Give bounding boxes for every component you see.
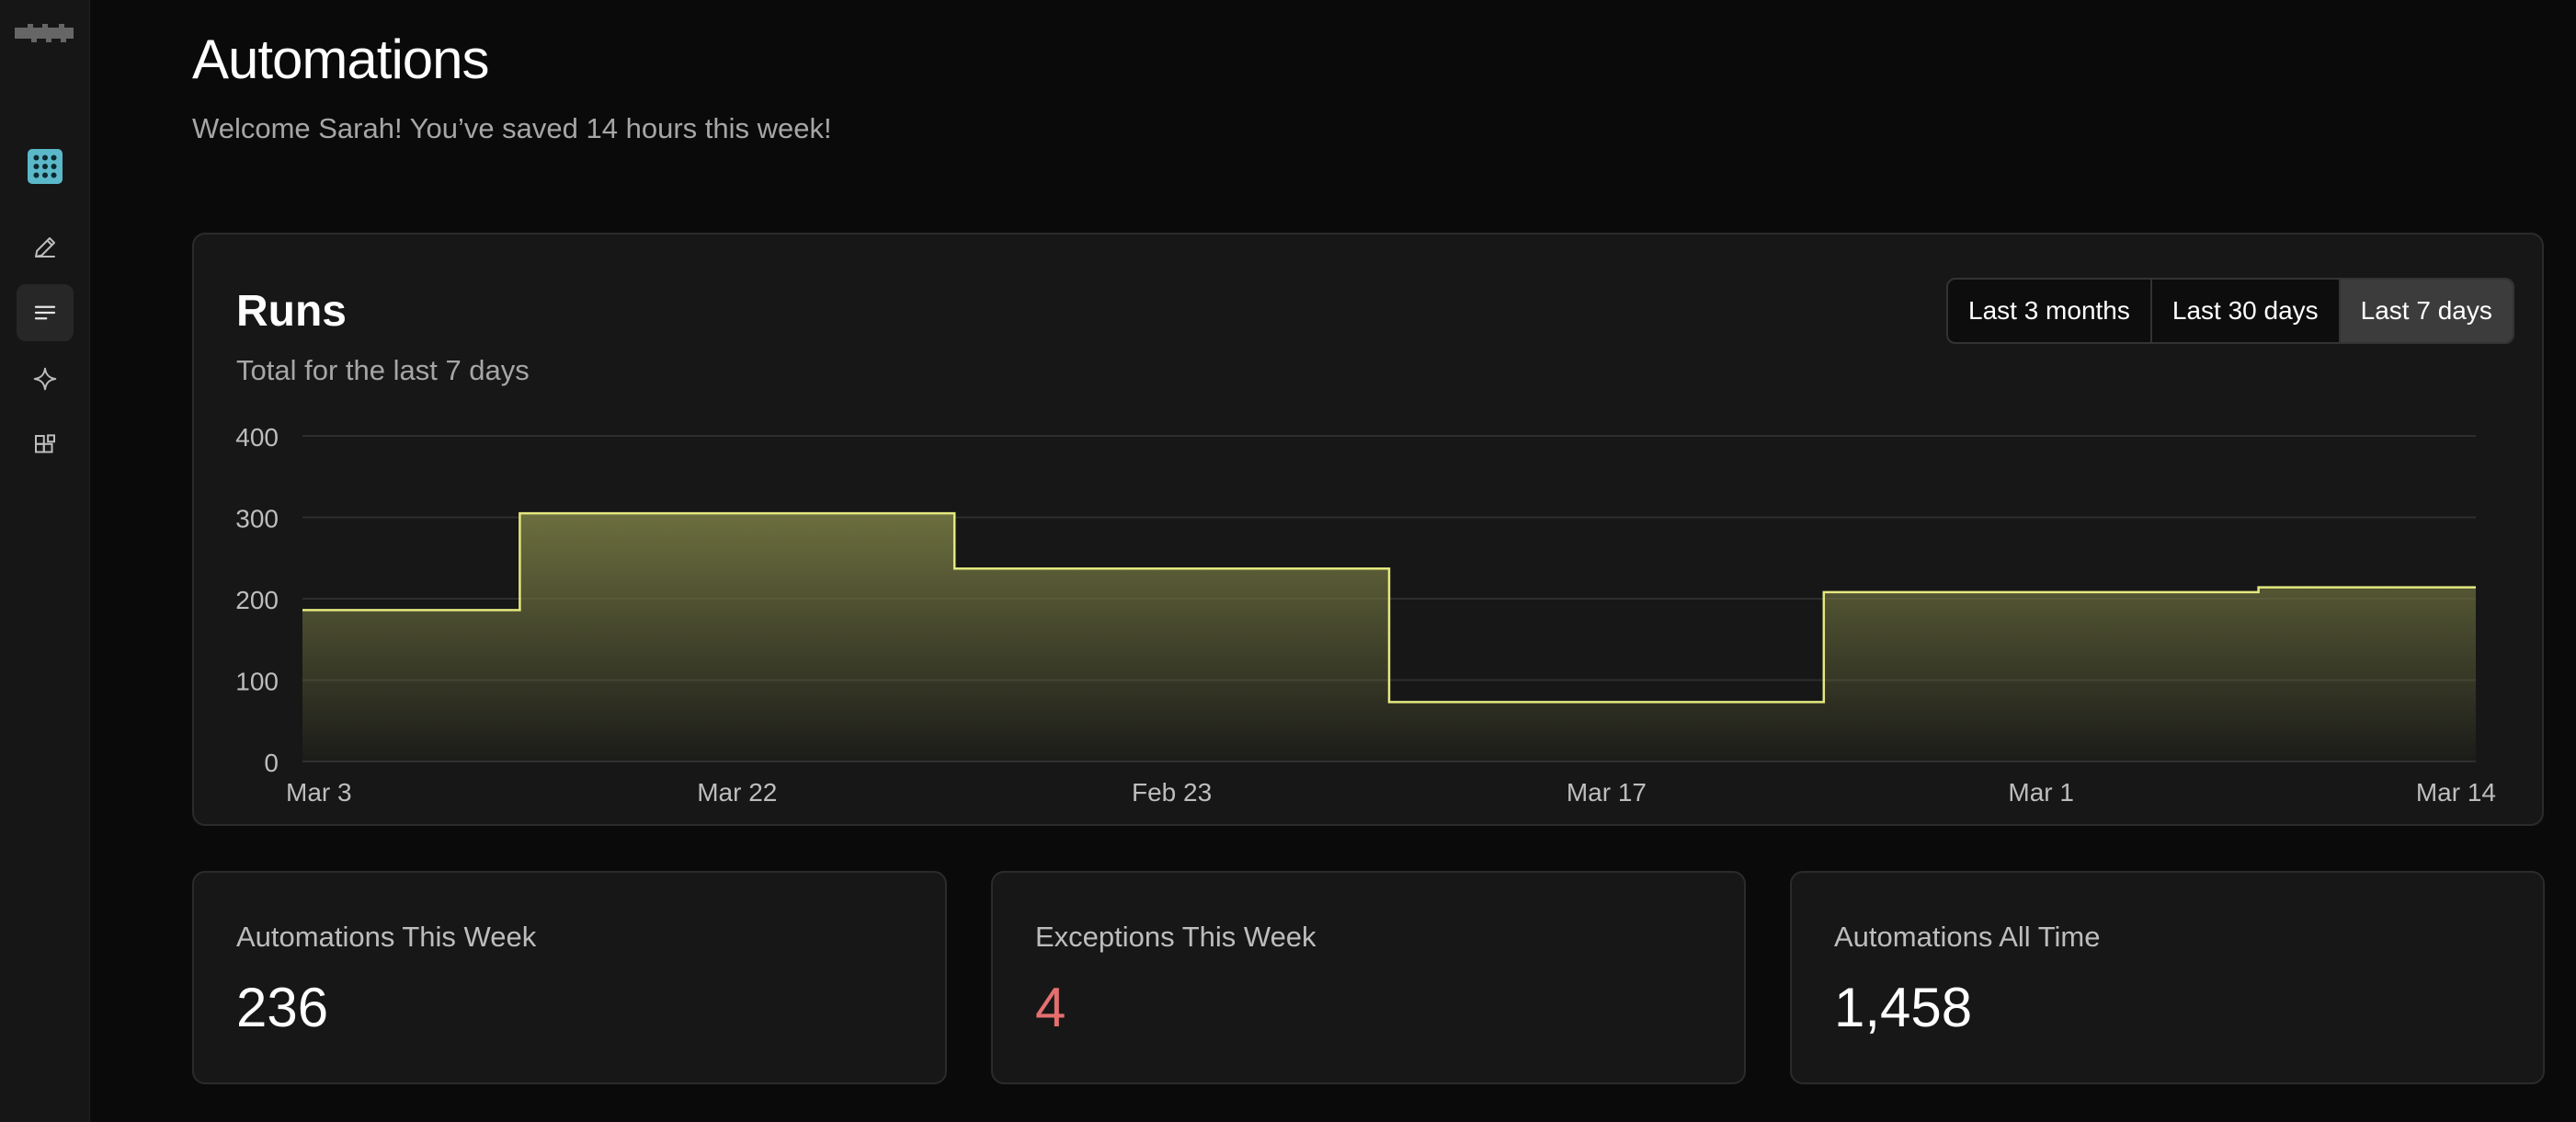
runs-step-segment[interactable] — [2259, 588, 2476, 761]
y-tick-label: 0 — [264, 749, 279, 777]
stat-card-automations-week: Automations This Week 236 — [192, 871, 947, 1084]
runs-step-segment[interactable] — [954, 568, 1389, 761]
x-tick-label: Mar 14 — [2416, 778, 2496, 807]
date-range-toggle: Last 3 months Last 30 days Last 7 days — [1946, 278, 2514, 344]
apps-grid-icon — [28, 149, 63, 184]
pencil-icon — [35, 237, 55, 258]
y-tick-label: 100 — [235, 668, 279, 696]
logo-mark-icon — [15, 24, 74, 42]
range-last-3-months-button[interactable]: Last 3 months — [1948, 280, 2152, 342]
welcome-message: Welcome Sarah! You’ve saved 14 hours thi… — [192, 112, 832, 144]
x-tick-label: Mar 22 — [697, 778, 777, 807]
y-tick-label: 300 — [235, 505, 279, 533]
sidebar-item-apps[interactable] — [17, 138, 74, 195]
y-tick-label: 200 — [235, 586, 279, 614]
runs-step-segment[interactable] — [302, 610, 519, 761]
chart-title: Runs — [236, 287, 347, 336]
range-last-7-days-button[interactable]: Last 7 days — [2340, 280, 2513, 342]
x-tick-label: Mar 1 — [2008, 778, 2074, 807]
runs-step-segment[interactable] — [1389, 702, 1824, 761]
sidebar-item-list[interactable] — [17, 284, 74, 341]
sidebar-item-edit[interactable] — [17, 219, 74, 276]
page-title: Automations — [192, 29, 490, 90]
stat-label: Exceptions This Week — [1035, 921, 1316, 953]
x-tick-label: Feb 23 — [1132, 778, 1212, 807]
stat-label: Automations This Week — [236, 921, 537, 953]
stat-card-automations-all-time: Automations All Time 1,458 — [1790, 871, 2545, 1084]
sparkle-icon — [33, 367, 57, 391]
runs-step-segment[interactable] — [1824, 592, 2259, 761]
stat-card-exceptions-week: Exceptions This Week 4 — [991, 871, 1746, 1084]
y-tick-label: 400 — [235, 423, 279, 452]
stat-label: Automations All Time — [1834, 921, 2101, 953]
sidebar-item-integrations[interactable] — [17, 417, 74, 474]
chart-subtitle: Total for the last 7 days — [236, 354, 530, 386]
x-tick-label: Mar 17 — [1567, 778, 1647, 807]
x-tick-label: Mar 3 — [286, 778, 352, 807]
runs-chart-card: Runs Total for the last 7 days Last 3 mo… — [192, 233, 2544, 826]
sidebar — [0, 0, 90, 1122]
stat-value: 4 — [1035, 977, 1066, 1038]
runs-step-line — [302, 511, 2476, 704]
stat-value: 1,458 — [1834, 977, 1973, 1038]
widgets-icon — [35, 434, 55, 453]
runs-chart: 0 100 200 300 400 Mar 3 Mar 22 Feb 23 Mar 17 Mar … — [235, 423, 2496, 807]
sidebar-item-ai[interactable] — [17, 350, 74, 407]
list-lines-icon — [34, 305, 56, 320]
range-last-30-days-button[interactable]: Last 30 days — [2152, 280, 2341, 342]
logo[interactable] — [15, 24, 74, 44]
runs-step-segment[interactable] — [519, 513, 954, 761]
stat-value: 236 — [236, 977, 329, 1038]
